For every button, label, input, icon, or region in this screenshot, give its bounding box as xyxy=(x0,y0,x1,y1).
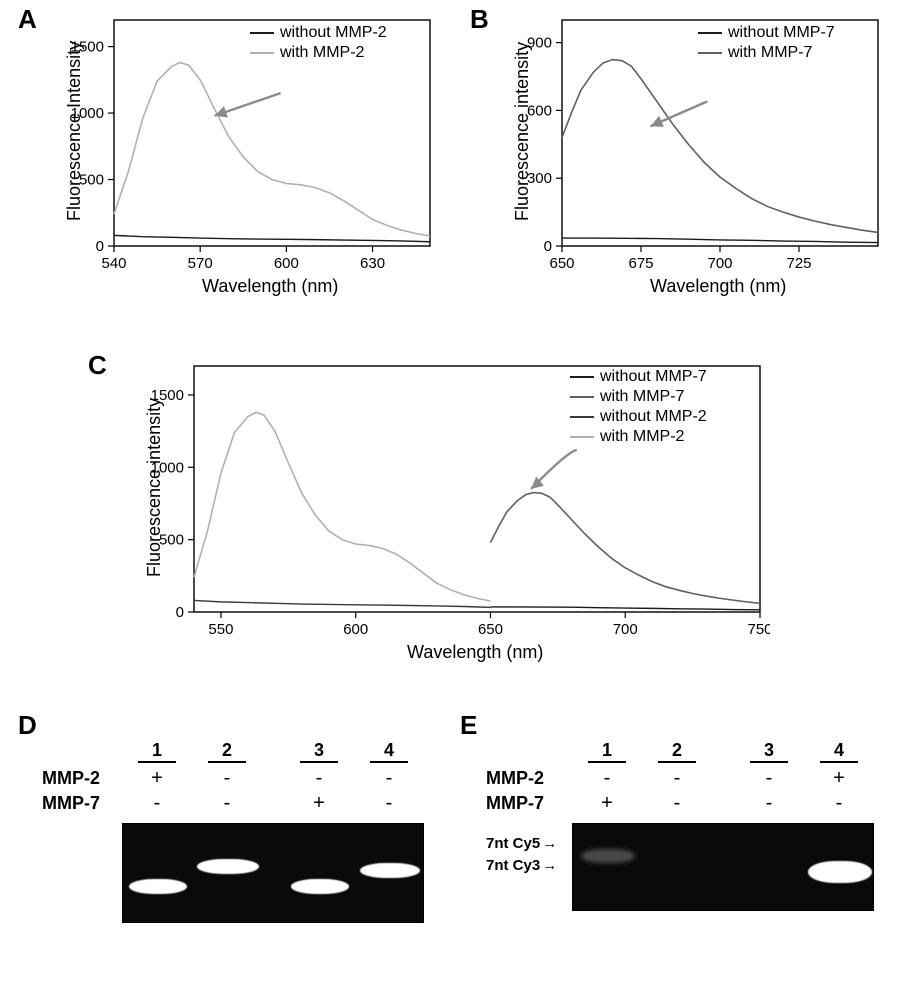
svg-text:0: 0 xyxy=(96,238,104,255)
gel-cell: - xyxy=(354,767,424,790)
svg-text:750: 750 xyxy=(747,621,770,638)
legend-swatch xyxy=(698,32,722,34)
gel-cell: - xyxy=(734,767,804,790)
gel-cell: + xyxy=(572,792,642,815)
panel-a-label: A xyxy=(18,4,37,35)
gel-lane-number: 1 xyxy=(122,740,192,763)
legend-swatch xyxy=(570,376,594,378)
gel-row-label: MMP-7 xyxy=(42,793,122,814)
panel-d-label: D xyxy=(18,710,37,741)
gel-band xyxy=(197,859,259,874)
panel-c-label: C xyxy=(88,350,107,381)
legend-swatch xyxy=(698,52,722,54)
gel-e: 1234MMP-2---+MMP-7+---7nt Cy57nt Cy3 xyxy=(486,740,896,911)
gel-cell: - xyxy=(572,767,642,790)
svg-text:550: 550 xyxy=(208,621,233,638)
legend-item: with MMP-7 xyxy=(698,44,812,62)
x-axis-label: Wavelength (nm) xyxy=(407,642,543,663)
gel-band xyxy=(291,879,349,894)
chart-c: 550600650700750050010001500Fluorescence … xyxy=(130,358,770,668)
svg-text:0: 0 xyxy=(176,604,184,621)
gel-lane-number: 1 xyxy=(572,740,642,763)
svg-text:700: 700 xyxy=(613,621,638,638)
gel-row-label: MMP-7 xyxy=(486,793,572,814)
legend-item: without MMP-2 xyxy=(250,24,387,42)
gel-row-label: MMP-2 xyxy=(42,768,122,789)
gel-cell: - xyxy=(804,792,874,815)
gel-band xyxy=(581,849,635,863)
gel-row-label: MMP-2 xyxy=(486,768,572,789)
gel-lane-number: 2 xyxy=(642,740,712,763)
legend-item: without MMP-7 xyxy=(698,24,835,42)
chart-b: 6506757007250300600900Fluorescence inten… xyxy=(498,12,888,302)
gel-cell: - xyxy=(192,767,262,790)
legend-item: with MMP-7 xyxy=(570,388,684,406)
svg-text:540: 540 xyxy=(101,255,126,272)
gel-band xyxy=(129,879,187,894)
legend-text: without MMP-2 xyxy=(600,408,707,426)
svg-text:650: 650 xyxy=(478,621,503,638)
x-axis-label: Wavelength (nm) xyxy=(650,276,786,297)
gel-cell: + xyxy=(122,767,192,790)
y-axis-label: Fluorescence Intensity xyxy=(64,41,85,221)
legend-item: with MMP-2 xyxy=(250,44,364,62)
gel-lane-number: 3 xyxy=(284,740,354,763)
gel-cell: - xyxy=(284,767,354,790)
gel-image xyxy=(122,823,424,923)
x-axis-label: Wavelength (nm) xyxy=(202,276,338,297)
gel-side-label: 7nt Cy5 xyxy=(486,835,570,852)
legend-text: without MMP-7 xyxy=(728,24,835,42)
svg-text:630: 630 xyxy=(360,255,385,272)
svg-text:725: 725 xyxy=(786,255,811,272)
gel-cell: - xyxy=(354,792,424,815)
gel-cell: - xyxy=(642,792,712,815)
svg-text:700: 700 xyxy=(707,255,732,272)
legend-text: without MMP-7 xyxy=(600,368,707,386)
legend-swatch xyxy=(570,416,594,418)
legend-text: with MMP-2 xyxy=(280,44,364,62)
legend-swatch xyxy=(250,52,274,54)
gel-cell: - xyxy=(734,792,804,815)
gel-lane-number: 4 xyxy=(354,740,424,763)
gel-lane-number: 3 xyxy=(734,740,804,763)
y-axis-label: Fluorescence intensity xyxy=(512,42,533,221)
gel-image xyxy=(572,823,874,911)
gel-d: 1234MMP-2+---MMP-7--+- xyxy=(42,740,442,923)
legend-swatch xyxy=(570,396,594,398)
svg-text:675: 675 xyxy=(628,255,653,272)
svg-text:650: 650 xyxy=(549,255,574,272)
legend-text: without MMP-2 xyxy=(280,24,387,42)
panel-e-label: E xyxy=(460,710,477,741)
legend-swatch xyxy=(570,436,594,438)
legend-swatch xyxy=(250,32,274,34)
gel-cell: - xyxy=(642,767,712,790)
gel-band xyxy=(808,861,872,883)
gel-lane-number: 2 xyxy=(192,740,262,763)
gel-side-label: 7nt Cy3 xyxy=(486,857,570,874)
panel-b-label: B xyxy=(470,4,489,35)
chart-a: 540570600630050010001500Fluorescence Int… xyxy=(50,12,440,302)
legend-item: without MMP-7 xyxy=(570,368,707,386)
y-axis-label: Fluorescence intensity xyxy=(144,398,165,577)
svg-text:570: 570 xyxy=(188,255,213,272)
legend-text: with MMP-2 xyxy=(600,428,684,446)
legend-text: with MMP-7 xyxy=(600,388,684,406)
gel-cell: + xyxy=(804,767,874,790)
svg-text:600: 600 xyxy=(274,255,299,272)
gel-cell: + xyxy=(284,792,354,815)
legend-item: with MMP-2 xyxy=(570,428,684,446)
gel-band xyxy=(360,863,420,878)
gel-lane-number: 4 xyxy=(804,740,874,763)
svg-text:600: 600 xyxy=(343,621,368,638)
svg-text:0: 0 xyxy=(544,238,552,255)
gel-cell: - xyxy=(122,792,192,815)
gel-cell: - xyxy=(192,792,262,815)
legend-text: with MMP-7 xyxy=(728,44,812,62)
legend-item: without MMP-2 xyxy=(570,408,707,426)
